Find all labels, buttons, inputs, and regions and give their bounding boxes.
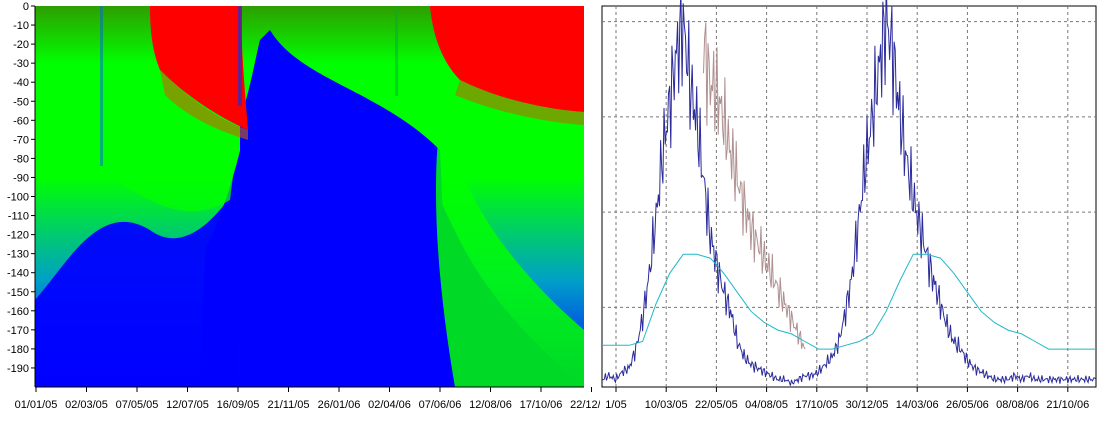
x-tick-label: 26/01/06 xyxy=(318,399,361,411)
y-tick-label: -160 xyxy=(7,306,29,318)
line-chart: 1/05 10/03/05 22/05/05 04/08/05 17/10/05 30/1… xyxy=(601,0,1097,411)
y-tick-label: -130 xyxy=(7,249,29,261)
y-tick-label: -60 xyxy=(13,115,29,127)
x-tick-label: 22/05/05 xyxy=(695,399,738,411)
x-tick-label: 17/10/06 xyxy=(520,399,563,411)
y-tick-label: -30 xyxy=(13,58,29,70)
y-tick-label: -80 xyxy=(13,153,29,165)
x-tick-label: 07/05/05 xyxy=(116,399,159,411)
x-tick-label: 26/05/06 xyxy=(946,399,989,411)
y-tick-label: -120 xyxy=(7,230,29,242)
y-tick-label: -110 xyxy=(8,211,29,223)
x-tick-label: 12/07/05 xyxy=(166,399,209,411)
x-tick-label: 30/12/05 xyxy=(846,399,889,411)
x-tick-label: 12/08/06 xyxy=(469,399,512,411)
x-tick-label: 17/10/05 xyxy=(795,399,838,411)
y-tick-label: -150 xyxy=(7,287,29,299)
x-tick-label: 08/08/06 xyxy=(996,399,1039,411)
y-tick-label: -20 xyxy=(13,39,29,51)
x-tick-label: 16/09/05 xyxy=(217,399,260,411)
x-tick-label: 02/04/06 xyxy=(368,399,411,411)
y-tick-label: -40 xyxy=(13,77,29,89)
y-tick-label: -10 xyxy=(13,20,29,32)
y-tick-label: -70 xyxy=(13,134,29,146)
x-tick-label: 07/06/06 xyxy=(419,399,462,411)
y-tick-label: -190 xyxy=(7,363,29,375)
series-line-0 xyxy=(601,0,1097,386)
series-line-1 xyxy=(703,22,806,350)
x-tick-label: 14/03/06 xyxy=(896,399,939,411)
y-tick-label: -170 xyxy=(7,325,29,337)
x-tick-label: 04/08/05 xyxy=(745,399,788,411)
y-tick-label: -180 xyxy=(7,344,29,356)
x-tick-label: 02/03/05 xyxy=(65,399,108,411)
y-tick-label: -100 xyxy=(7,192,29,204)
x-tick-label: 21/10/06 xyxy=(1046,399,1089,411)
x-tick-label: 22/12/06 xyxy=(570,399,600,411)
plot-frame xyxy=(601,5,1097,388)
x-tick-label: 21/11/05 xyxy=(267,399,309,411)
series-line-2 xyxy=(602,253,1096,350)
heatmap-chart: 0 -10 -20 -30 -40 -50 -60 -70 -80 -90 -100 -110 -120… xyxy=(7,1,600,411)
y-tick-label: -90 xyxy=(13,172,29,184)
x-tick-label: 01/01/05 xyxy=(15,399,58,411)
x-tick-label: 1/05 xyxy=(605,399,626,411)
y-tick-label: -140 xyxy=(7,268,29,280)
y-tick-label: -50 xyxy=(13,96,29,108)
heatmap-plot-area xyxy=(35,6,584,387)
y-tick-label: 0 xyxy=(23,1,29,13)
x-tick-label: 10/03/05 xyxy=(645,399,688,411)
